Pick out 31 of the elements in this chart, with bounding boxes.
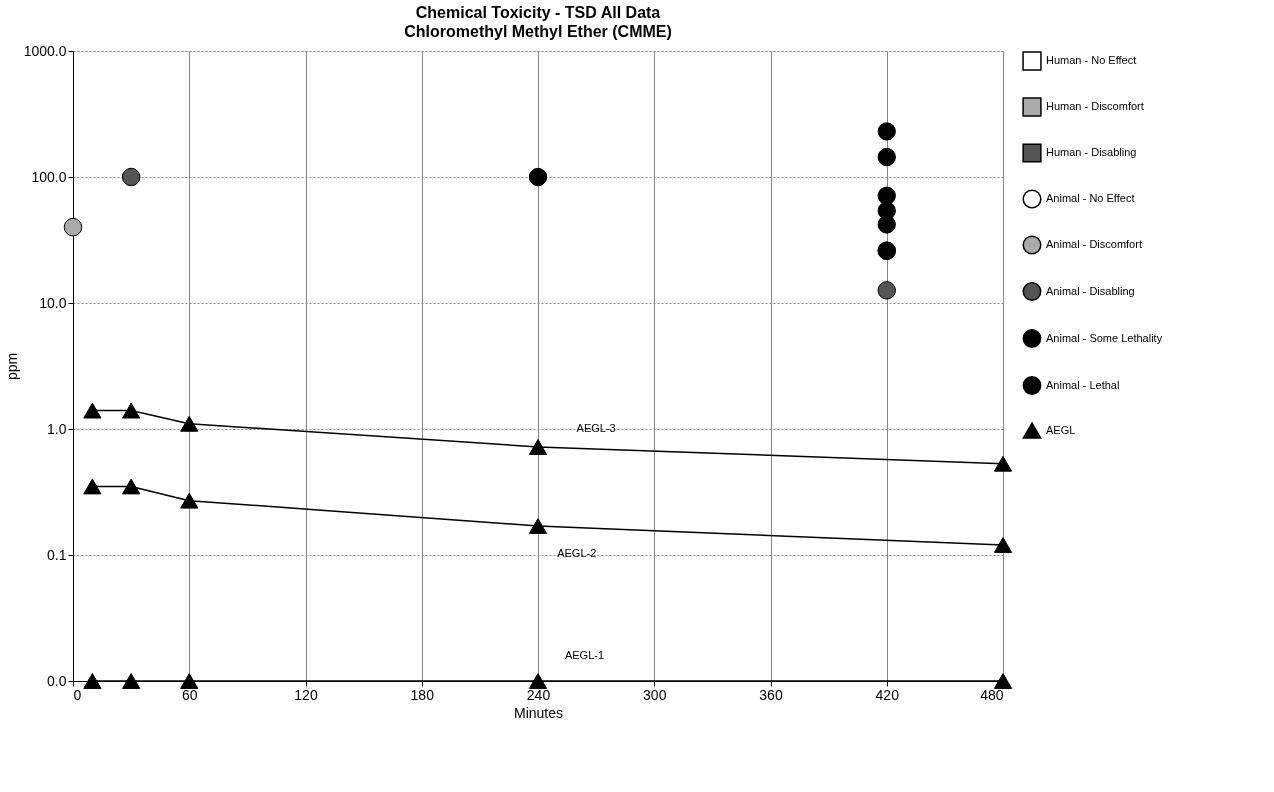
x-axis-title: Minutes bbox=[513, 704, 564, 721]
legend-label: Animal - Lethal bbox=[1046, 378, 1120, 391]
legend-label: Human - Discomfort bbox=[1046, 100, 1144, 112]
x-tick-label: 420 bbox=[875, 686, 900, 703]
annotation: AEGL-1 bbox=[564, 649, 605, 661]
chart-title: Chemical Toxicity - TSD All Data bbox=[415, 4, 661, 21]
legend-label: Animal - No Effect bbox=[1046, 192, 1135, 204]
x-tick-label: 240 bbox=[526, 686, 551, 703]
y-tick-label: 10.0 bbox=[39, 294, 67, 311]
y-tick-label: 100.0 bbox=[31, 168, 67, 185]
y-tick-label: 1000.0 bbox=[23, 42, 67, 59]
legend-label: Animal - Disabling bbox=[1046, 284, 1135, 297]
legend-label: Human - No Effect bbox=[1046, 54, 1137, 66]
x-tick-label: 300 bbox=[643, 686, 667, 703]
y-tick-label: 0.1 bbox=[47, 546, 67, 563]
x-tick-label: 120 bbox=[294, 686, 318, 703]
x-tick-label: 180 bbox=[410, 686, 435, 703]
x-tick-label: 60 bbox=[181, 686, 198, 703]
x-tick-label: 480 bbox=[980, 686, 1004, 703]
y-tick-label: 1.0 bbox=[47, 420, 67, 437]
chart-subtitle: Chloromethyl Methyl Ether (CMME) bbox=[404, 23, 672, 40]
y-axis-title: ppm bbox=[3, 352, 20, 381]
legend-label: Animal - Discomfort bbox=[1046, 238, 1142, 250]
annotation: AEGL-3 bbox=[576, 422, 616, 435]
legend-label: AEGL bbox=[1046, 423, 1076, 436]
x-tick-label: 360 bbox=[759, 686, 783, 703]
legend-label: Human - Disabling bbox=[1046, 146, 1137, 158]
annotation: AEGL-2 bbox=[557, 546, 597, 559]
y-tick-label: 0.0 bbox=[47, 672, 67, 689]
legend-label: Animal - Some Lethality bbox=[1046, 331, 1163, 344]
x-tick-label: 0 bbox=[73, 686, 82, 703]
